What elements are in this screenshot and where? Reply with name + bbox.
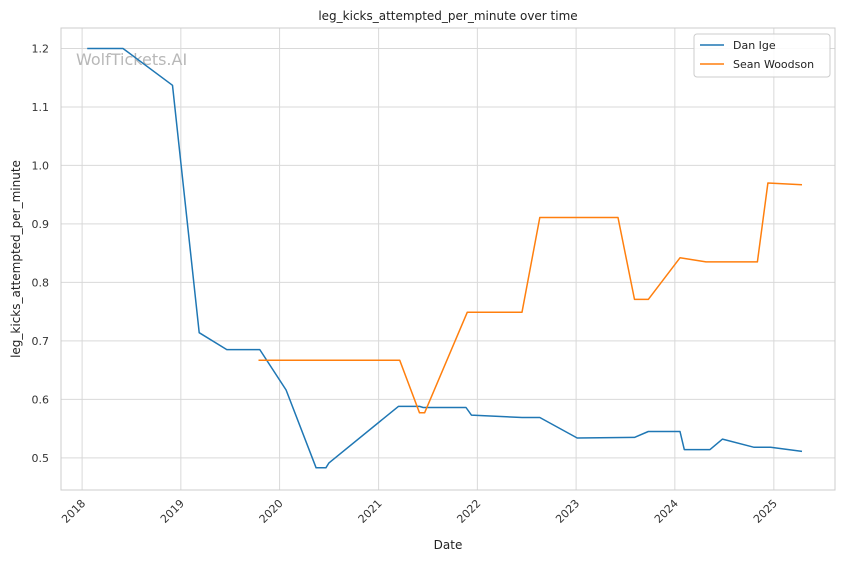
y-tick-label: 1.1 [32, 101, 50, 114]
series-line-dan-ige [87, 47, 803, 469]
plot-frame [60, 27, 836, 491]
legend-label-sean-woodson: Sean Woodson [733, 58, 814, 71]
y-tick-label: 1.2 [32, 42, 50, 55]
y-tick-label: 0.6 [32, 393, 50, 406]
y-tick-label: 1.0 [32, 159, 50, 172]
chart-title: leg_kicks_attempted_per_minute over time [318, 9, 577, 23]
legend-label-dan-ige: Dan Ige [733, 39, 776, 52]
y-tick-label: 0.9 [32, 218, 50, 231]
y-axis-title: leg_kicks_attempted_per_minute [9, 160, 23, 358]
grid-lines [61, 28, 835, 490]
y-tick-label: 0.5 [32, 452, 50, 465]
legend-box [693, 33, 831, 78]
y-axis-ticks: 0.5 0.6 0.7 0.8 0.9 1.0 1.1 1.2 [32, 42, 50, 464]
legend: Dan Ige Sean Woodson [693, 33, 831, 78]
series-line-sean-woodson [258, 182, 803, 414]
y-tick-label: 0.8 [32, 276, 50, 289]
series-layer [87, 47, 803, 469]
watermark: WolfTickets.AI [76, 50, 187, 69]
x-axis-title: Date [434, 538, 463, 552]
y-tick-label: 0.7 [32, 335, 50, 348]
